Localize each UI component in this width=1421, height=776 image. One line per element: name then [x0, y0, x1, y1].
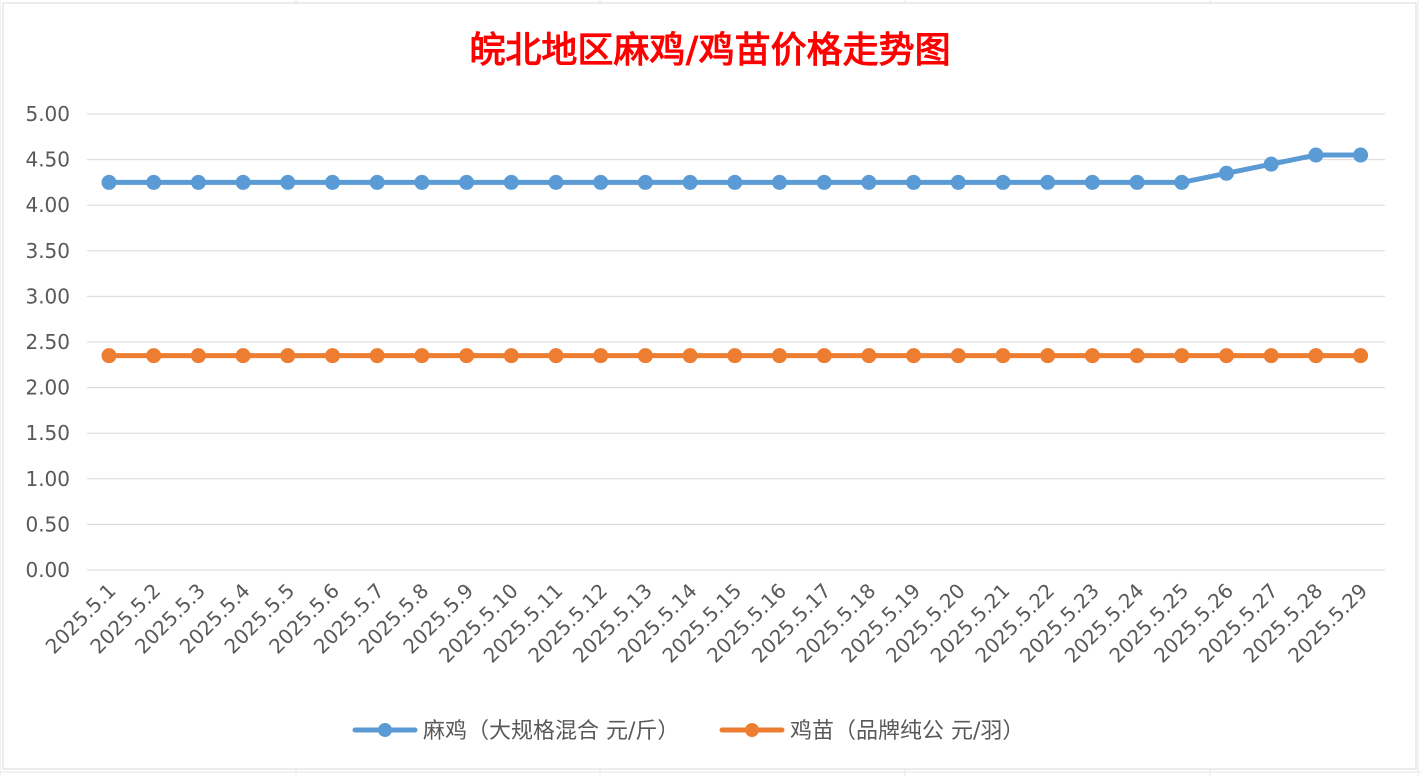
data-point — [1219, 348, 1234, 364]
data-point — [637, 348, 653, 364]
legend-marker-swatch — [745, 723, 759, 737]
data-point — [1084, 174, 1100, 190]
y-tick-label: 4.00 — [25, 193, 70, 217]
data-point — [280, 174, 296, 190]
data-point — [101, 348, 117, 364]
data-point — [459, 348, 475, 364]
data-point — [369, 348, 385, 364]
data-point — [146, 174, 162, 190]
data-point — [325, 174, 340, 190]
y-axis-tick-labels: 0.00 0.50 1.00 1.50 2.00 2.50 3.00 3.50 4.00 4.50… — [25, 102, 70, 582]
data-point — [995, 348, 1011, 364]
data-point — [1174, 348, 1190, 364]
series-1 — [101, 147, 1369, 190]
data-point — [1129, 348, 1145, 364]
legend-label: 麻鸡（大规格混合 元/斤） — [423, 719, 679, 744]
data-point — [101, 174, 117, 190]
data-point — [235, 174, 251, 190]
legend-item: 鸡苗（品牌纯公 元/羽） — [719, 719, 1024, 744]
data-point — [727, 348, 743, 364]
data-point — [1353, 348, 1369, 364]
data-point — [816, 174, 832, 190]
y-tick-label: 0.00 — [25, 558, 70, 582]
y-tick-label: 3.50 — [25, 239, 70, 263]
data-point — [1263, 348, 1279, 364]
data-point — [146, 348, 162, 364]
data-point — [727, 174, 743, 190]
data-point — [593, 348, 609, 364]
data-point — [682, 348, 698, 364]
legend-label: 鸡苗（品牌纯公 元/羽） — [790, 719, 1024, 744]
data-point — [1129, 174, 1145, 190]
data-point — [995, 174, 1011, 190]
data-point — [1263, 156, 1279, 172]
data-point — [190, 174, 206, 190]
data-point — [1308, 348, 1324, 364]
data-point — [593, 174, 609, 190]
data-point — [637, 174, 653, 190]
y-tick-label: 5.00 — [25, 102, 70, 126]
gridlines — [87, 113, 1385, 571]
data-point — [1174, 174, 1190, 190]
data-point — [950, 348, 966, 364]
data-point — [548, 174, 564, 190]
data-point — [861, 174, 877, 190]
data-point — [459, 174, 475, 190]
y-tick-label: 1.00 — [25, 467, 70, 491]
y-tick-label: 1.50 — [25, 421, 70, 445]
data-point — [190, 348, 206, 364]
data-point — [235, 348, 251, 364]
legend-item: 麻鸡（大规格混合 元/斤） — [352, 719, 679, 744]
legend-marker-swatch — [378, 723, 392, 737]
data-point — [280, 348, 296, 364]
data-point — [503, 174, 519, 190]
data-point — [772, 174, 787, 190]
data-point — [906, 174, 922, 190]
series-layer — [101, 147, 1369, 364]
data-point — [816, 348, 832, 364]
data-point — [906, 348, 922, 364]
legend: 麻鸡（大规格混合 元/斤） 鸡苗（品牌纯公 元/羽） — [352, 719, 1024, 744]
data-point — [861, 348, 877, 364]
data-point — [1040, 174, 1056, 190]
data-point — [548, 348, 564, 364]
data-point — [414, 348, 430, 364]
y-tick-label: 2.50 — [25, 330, 70, 354]
data-point — [682, 174, 698, 190]
y-tick-label: 3.00 — [25, 284, 70, 308]
y-tick-label: 4.50 — [25, 148, 70, 172]
data-point — [1308, 147, 1324, 163]
chart-title: 皖北地区麻鸡/鸡苗价格走势图 — [469, 29, 950, 71]
data-point — [950, 174, 966, 190]
data-point — [369, 174, 385, 190]
y-tick-label: 0.50 — [25, 512, 70, 536]
data-point — [1353, 147, 1369, 163]
data-point — [1219, 165, 1234, 181]
data-point — [1040, 348, 1056, 364]
data-point — [414, 174, 430, 190]
data-point — [325, 348, 340, 364]
data-point — [772, 348, 787, 364]
y-tick-label: 2.00 — [25, 376, 70, 400]
series-2 — [101, 348, 1369, 364]
data-point — [503, 348, 519, 364]
data-point — [1084, 348, 1100, 364]
